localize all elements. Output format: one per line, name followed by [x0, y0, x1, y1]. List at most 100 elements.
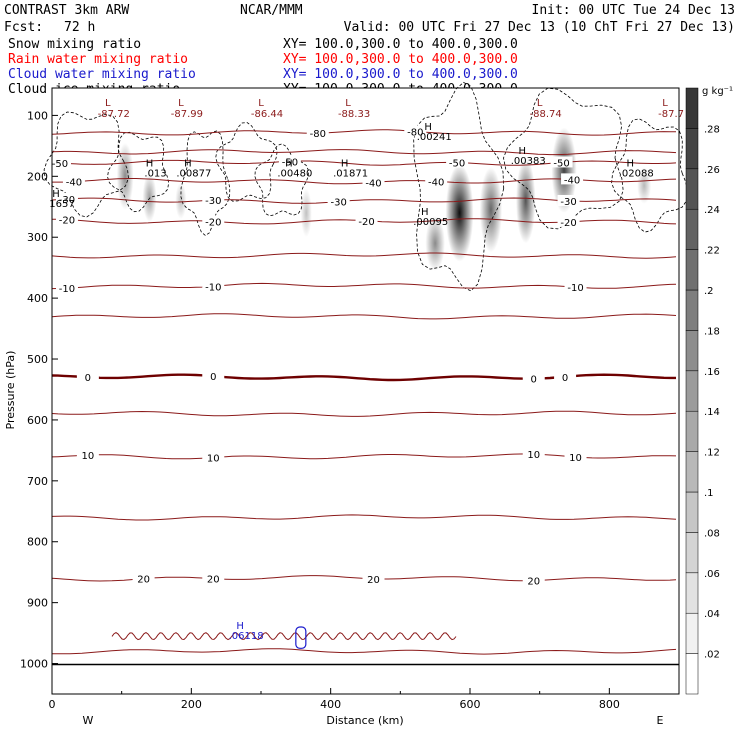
high-value-label: .01871: [333, 168, 368, 179]
field-legend-name: Rain water mixing ratio: [8, 52, 188, 67]
contour-label-bg: [355, 214, 378, 226]
contour-label-bg: [76, 371, 99, 383]
forecast-hours: 72 h: [64, 20, 95, 35]
contour-label-bg: [327, 195, 350, 207]
high-value-label: .06118: [229, 631, 264, 642]
contour-label-bg: [62, 175, 85, 187]
temperature-contour-label: 20: [137, 575, 150, 586]
x-axis-tick-label: 200: [181, 698, 202, 711]
temperature-contour-layer: -80 -80 -50 -50 -50 -50 -40 -40 -40 -40 -30 -30 -30 -…: [49, 125, 677, 655]
contour-label-bg: [55, 192, 78, 204]
temperature-contour-label: -30: [205, 196, 221, 207]
temperature-contour: [51, 129, 677, 136]
temperature-contour-label: 20: [527, 577, 540, 588]
x-axis-east-label: E: [657, 714, 664, 727]
snow-shading-cell: [142, 173, 157, 222]
contour-label-bg: [202, 280, 225, 292]
high-marker: H: [184, 158, 192, 169]
cloud-ice-contour: [215, 122, 278, 202]
colorbar-cell: [685, 168, 699, 210]
forecast-label: Fcst:: [4, 20, 43, 35]
contour-label-bg: [202, 370, 225, 382]
temperature-contour-label: -40: [365, 178, 381, 189]
temperature-contour-label: -30: [560, 197, 576, 208]
center-label: NCAR/MMM: [240, 3, 303, 18]
temperature-contour-label: 10: [207, 453, 220, 464]
cloud-ice-contour: [43, 111, 129, 218]
low-value-label: -88.33: [338, 109, 370, 120]
high-value-label: .013: [144, 168, 166, 179]
colorbar-tick-label: .12: [704, 448, 720, 459]
colorbar-tick-label: .18: [704, 326, 720, 337]
temperature-contour-label: 10: [569, 453, 582, 464]
high-marker: H: [626, 158, 634, 169]
high-value-label: .00241: [417, 132, 452, 143]
y-axis-title: Pressure (hPa): [4, 351, 17, 430]
contour-label-bg: [49, 157, 71, 169]
cloud-ice-contour: [180, 130, 231, 236]
temperature-contour-label: -80: [407, 127, 423, 138]
y-axis-tick-label: 800: [27, 536, 48, 549]
colorbar-cell: [685, 532, 699, 574]
temperature-contour: [51, 252, 677, 259]
temperature-contour-label: 0: [85, 373, 91, 384]
temperature-contour: [51, 648, 677, 655]
temperature-contour-label: -50: [282, 157, 298, 168]
temperature-contour: [51, 313, 677, 320]
high-marker: H: [236, 621, 244, 632]
contour-label-bg: [404, 125, 427, 137]
contour-label-bg: [522, 574, 545, 586]
field-legend-name: Snow mixing ratio: [8, 37, 141, 52]
low-value-label: -88.74: [530, 109, 562, 120]
temperature-contour-label: -10: [567, 283, 583, 294]
temperature-contour: [51, 410, 677, 417]
contour-label-bg: [202, 572, 225, 584]
cloud-ice-contour: [413, 81, 505, 292]
contour-label-bg: [362, 176, 385, 188]
contour-label-bg: [522, 448, 545, 460]
temperature-contour-label: -10: [59, 284, 75, 295]
low-marker: L: [178, 98, 184, 109]
high-value-label: .02088: [619, 168, 654, 179]
contour-label-bg: [557, 215, 580, 227]
high-marker: H: [52, 189, 60, 200]
low-value-label: -87.99: [171, 109, 203, 120]
contour-label-bg: [278, 155, 301, 167]
high-value-label: .00095: [413, 217, 448, 228]
low-marker: L: [105, 98, 111, 109]
temperature-contour-label: -40: [66, 178, 82, 189]
colorbar-units: g kg⁻¹: [702, 86, 733, 97]
colorbar-cell: [685, 491, 699, 533]
colorbar-tick-label: .16: [704, 367, 720, 378]
snow-shading-cell: [637, 167, 652, 204]
colorbar-tick-label: .06: [704, 569, 720, 580]
extrema-layer: L-87.72L-87.99L-86.44L-88.33L-88.74L-87.…: [49, 98, 684, 642]
high-value-label: .00383: [511, 156, 546, 167]
snow-shading-cell: [479, 167, 503, 253]
cloud-ice-contour-layer: [43, 81, 689, 292]
contour-label-bg: [306, 127, 329, 139]
temperature-contour-label: -20: [205, 217, 221, 228]
colorbar-tick-label: .2: [704, 286, 714, 297]
high-marker: H: [146, 158, 154, 169]
snow-shading-cell: [300, 188, 312, 238]
valid-time: Valid: 00 UTC Fri 27 Dec 13 (10 ChT Fri …: [344, 20, 735, 35]
colorbar-tick-label: .22: [704, 246, 720, 257]
snow-shading-cell: [445, 164, 474, 262]
temperature-contour-label: -10: [205, 282, 221, 293]
contour-label-bg: [522, 372, 545, 384]
x-axis-tick-label: 800: [599, 698, 620, 711]
high-marker: H: [421, 207, 429, 218]
snow-shading-cell: [116, 142, 134, 210]
contour-label-bg: [557, 194, 580, 206]
contour-label-bg: [202, 451, 225, 463]
temperature-contour-label: 20: [367, 575, 380, 586]
contour-label-bg: [446, 156, 469, 168]
low-marker: L: [537, 98, 543, 109]
low-marker: L: [258, 98, 264, 109]
colorbar-cell: [685, 208, 699, 250]
colorbar-tick-label: .24: [704, 205, 720, 216]
colorbar-cell: [685, 87, 699, 129]
y-axis-tick-label: 1000: [20, 658, 48, 671]
